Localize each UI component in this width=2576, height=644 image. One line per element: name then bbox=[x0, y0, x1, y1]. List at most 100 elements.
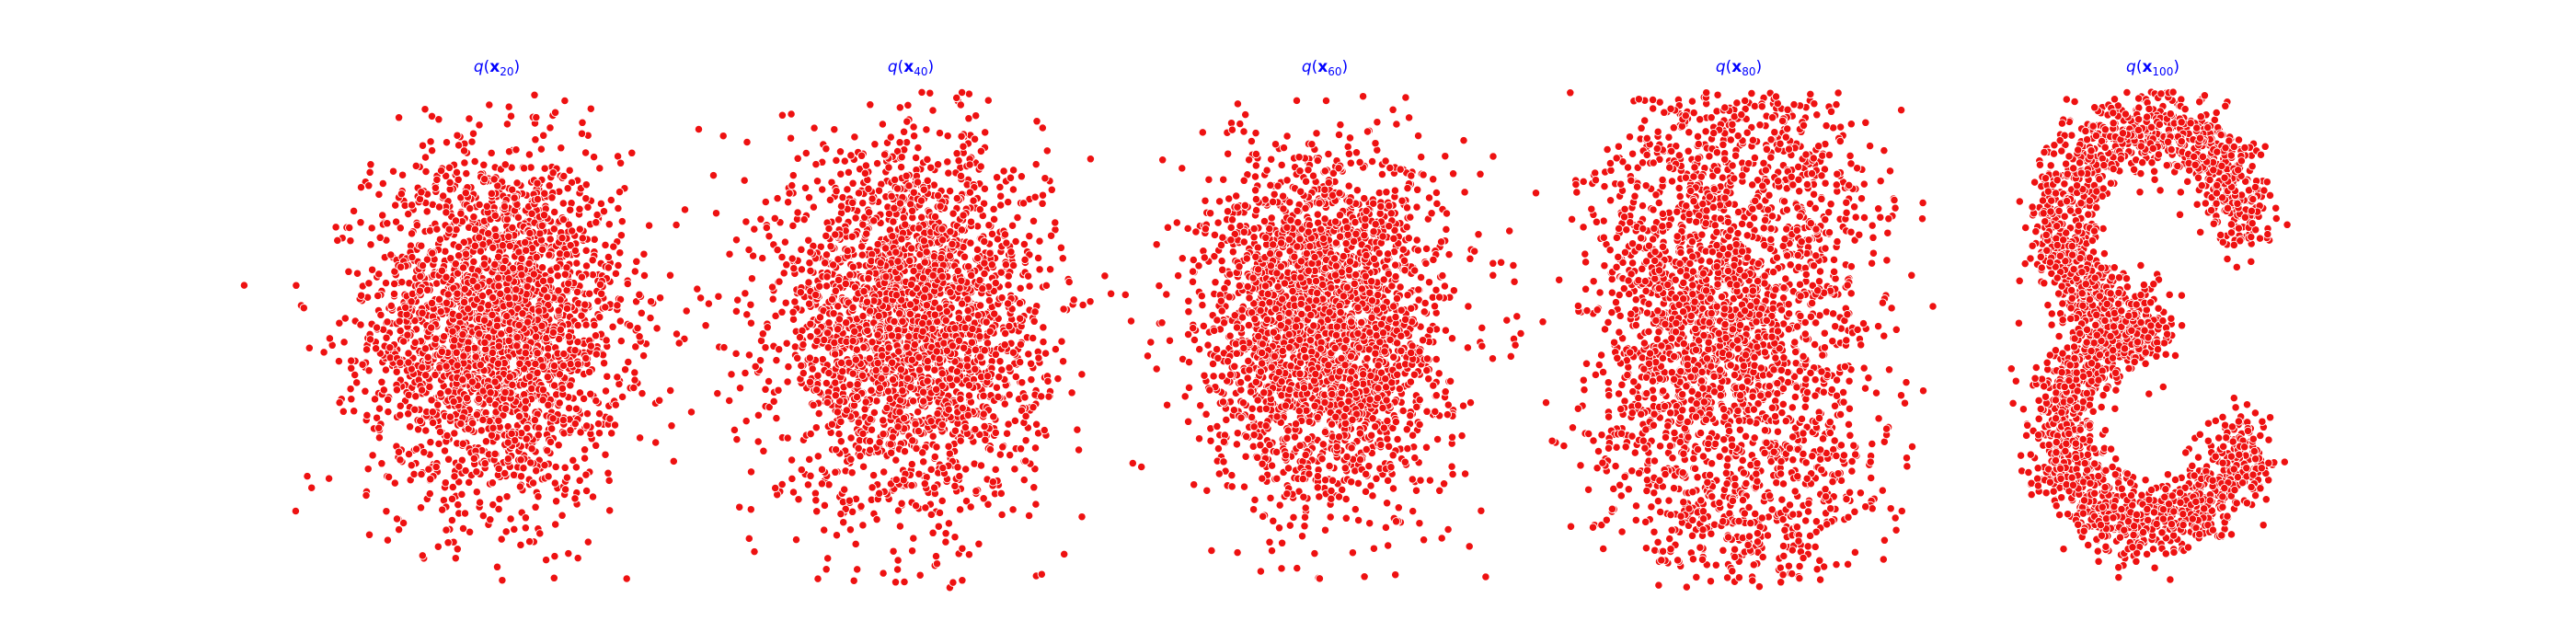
scatter-point bbox=[345, 223, 354, 233]
scatter-point bbox=[944, 442, 953, 451]
scatter-point bbox=[344, 267, 353, 276]
scatter-point bbox=[820, 525, 829, 535]
scatter-point bbox=[879, 416, 888, 425]
scatter-point bbox=[426, 437, 435, 447]
scatter-point bbox=[563, 184, 572, 193]
scatter-point bbox=[581, 353, 591, 363]
scatter-point bbox=[613, 301, 622, 310]
scatter-point bbox=[347, 356, 356, 365]
scatter-point bbox=[823, 554, 833, 563]
scatter-point bbox=[558, 361, 569, 371]
scatter-point bbox=[575, 224, 584, 234]
scatter-point bbox=[440, 446, 450, 455]
scatter-point bbox=[462, 394, 472, 403]
scatter-point bbox=[810, 123, 819, 132]
scatter-point bbox=[525, 228, 535, 238]
scatter-point bbox=[364, 366, 374, 375]
scatter-point bbox=[521, 397, 531, 406]
scatter-point bbox=[584, 367, 594, 377]
scatter-point bbox=[443, 454, 454, 464]
scatter-point bbox=[1057, 337, 1066, 346]
scatter-panel-2: q(x40) bbox=[669, 58, 1130, 592]
scatter-point bbox=[347, 395, 356, 404]
scatter-point bbox=[454, 311, 464, 321]
scatter-point bbox=[945, 449, 955, 458]
scatter-point bbox=[858, 462, 868, 471]
scatter-point bbox=[1021, 436, 1030, 445]
scatter-point bbox=[358, 360, 367, 369]
scatter-point bbox=[797, 465, 806, 475]
scatter-point bbox=[646, 313, 655, 323]
scatter-point bbox=[806, 471, 815, 480]
scatter-point bbox=[396, 262, 406, 271]
scatter-point bbox=[396, 455, 405, 465]
scatter-point bbox=[601, 303, 610, 312]
scatter-point bbox=[801, 148, 811, 158]
scatter-point bbox=[494, 464, 503, 474]
scatter-point bbox=[537, 245, 547, 254]
scatter-point bbox=[1002, 429, 1012, 438]
scatter-point bbox=[957, 276, 966, 285]
scatter-point bbox=[887, 448, 896, 457]
scatter-point bbox=[841, 279, 850, 289]
scatter-point bbox=[878, 120, 888, 129]
scatter-point bbox=[866, 445, 875, 454]
scatter-point bbox=[891, 247, 901, 257]
scatter-point bbox=[1008, 505, 1018, 514]
scatter-point bbox=[442, 208, 451, 217]
scatter-point bbox=[956, 100, 965, 109]
scatter-point bbox=[531, 502, 540, 512]
scatter-point bbox=[1051, 218, 1060, 227]
scatter-point bbox=[384, 407, 393, 417]
scatter-point bbox=[488, 348, 498, 358]
scatter-point bbox=[872, 514, 881, 524]
scatter-point bbox=[788, 488, 799, 497]
scatter-point bbox=[777, 479, 787, 489]
scatter-point bbox=[505, 325, 514, 335]
scatter-point bbox=[505, 373, 514, 382]
scatter-point bbox=[630, 368, 639, 377]
scatter-point bbox=[581, 194, 591, 203]
scatter-point bbox=[814, 408, 823, 419]
scatter-point bbox=[759, 446, 768, 455]
scatter-point bbox=[833, 408, 843, 417]
scatter-point bbox=[935, 508, 945, 518]
scatter-point bbox=[824, 318, 834, 328]
scatter-point bbox=[991, 465, 1000, 475]
scatter-point bbox=[595, 313, 604, 322]
scatter-point bbox=[742, 137, 752, 147]
scatter-point bbox=[319, 348, 328, 357]
scatter-point bbox=[382, 507, 391, 516]
scatter-point bbox=[746, 467, 756, 477]
scatter-point bbox=[404, 209, 413, 219]
scatter-point bbox=[820, 335, 829, 345]
scatter-point bbox=[1056, 243, 1066, 252]
scatter-point bbox=[731, 349, 741, 359]
scatter-point bbox=[580, 454, 590, 463]
scatter-point bbox=[559, 349, 569, 359]
scatter-point bbox=[416, 271, 425, 282]
scatter-point bbox=[565, 166, 574, 175]
scatter-point bbox=[850, 327, 859, 336]
scatter-point bbox=[480, 175, 489, 184]
scatter-point bbox=[789, 264, 799, 273]
scatter-point bbox=[746, 300, 755, 309]
scatter-point bbox=[777, 110, 788, 120]
scatter-point bbox=[529, 270, 538, 279]
scatter-point bbox=[1016, 444, 1026, 454]
scatter-point bbox=[616, 336, 626, 346]
scatter-point bbox=[426, 137, 435, 146]
scatter-point bbox=[909, 266, 918, 276]
scatter-point bbox=[610, 420, 620, 430]
scatter-point bbox=[822, 378, 832, 388]
scatter-point bbox=[335, 318, 344, 328]
scatter-point bbox=[427, 298, 437, 308]
scatter-point bbox=[860, 168, 870, 178]
scatter-point bbox=[911, 153, 921, 163]
scatter-point bbox=[562, 249, 571, 259]
scatter-point bbox=[472, 488, 481, 497]
scatter-point bbox=[878, 351, 887, 361]
scatter-point bbox=[811, 290, 821, 300]
scatter-point bbox=[627, 148, 637, 157]
scatter-point bbox=[950, 481, 960, 491]
